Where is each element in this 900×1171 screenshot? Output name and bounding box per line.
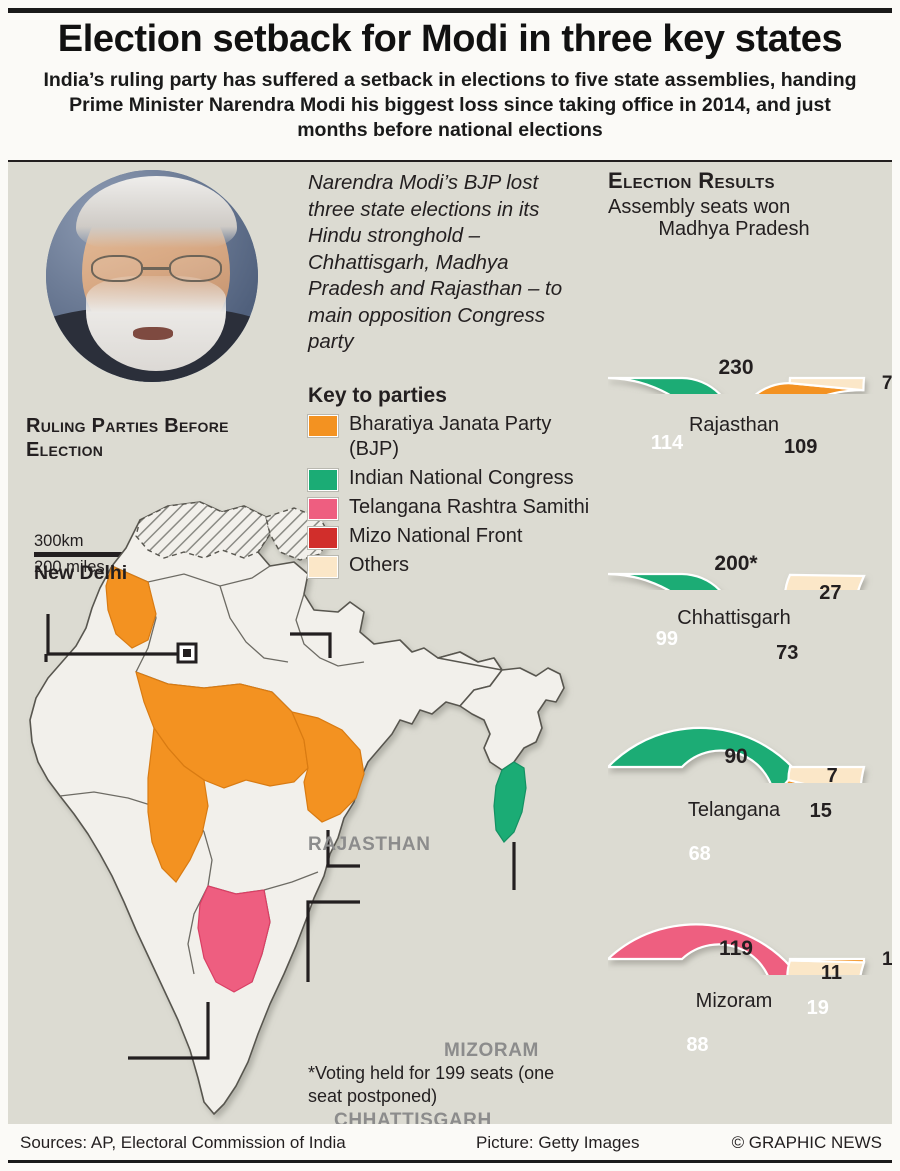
gauge-slice-congress bbox=[608, 726, 807, 783]
footer-picture-credit: Picture: Getty Images bbox=[476, 1133, 640, 1152]
glasses-icon bbox=[90, 254, 222, 283]
gauge-slice-bjp bbox=[754, 382, 864, 394]
gauge-svg bbox=[608, 1016, 876, 1126]
gauge-slice-label-others: 11 bbox=[820, 961, 843, 984]
gauge-slice-label-bjp: 73 bbox=[776, 642, 799, 665]
gauge-total-label: 200* bbox=[714, 552, 758, 575]
map-label-new-delhi: New Delhi bbox=[34, 562, 128, 584]
footer-bar: Sources: AP, Electoral Commission of Ind… bbox=[8, 1124, 892, 1162]
legend-swatch-trs bbox=[308, 498, 338, 520]
results-subtitle: Assembly seats won bbox=[608, 196, 791, 218]
bottom-rule bbox=[8, 1160, 892, 1163]
scale-bar-line bbox=[34, 552, 142, 557]
gauge-slice-label-bjp: 1 bbox=[881, 948, 892, 970]
page-subtitle: India’s ruling party has suffered a setb… bbox=[43, 69, 857, 141]
map-label-chhattisgarh: CHHATTISGARH bbox=[334, 1110, 492, 1126]
gauge-slice-label-congress: 114 bbox=[650, 432, 684, 455]
content-panel: Ruling Parties Before Election 300km 200… bbox=[8, 160, 892, 1126]
india-map: New Delhi RAJASTHAN MIZORAM CHHATTISGARH… bbox=[8, 462, 598, 1126]
intro-text: Narendra Modi’s BJP lost three state ele… bbox=[308, 171, 563, 353]
legend-swatch-congress bbox=[308, 469, 338, 491]
gauge-slice-trs bbox=[608, 923, 799, 975]
gauge-state-name: Mizoram bbox=[695, 990, 773, 1012]
legend-swatch-others bbox=[308, 556, 338, 578]
legend-label-bjp: Bharatiya Janata Party (BJP) bbox=[349, 413, 552, 460]
map-label-rajasthan: RAJASTHAN bbox=[308, 834, 431, 855]
gauge-svg bbox=[608, 726, 866, 783]
top-rule bbox=[8, 8, 892, 13]
gauge-slice-others bbox=[787, 765, 866, 783]
scale-miles-label: 200 miles bbox=[34, 558, 105, 576]
legend-item-trs: Telangana Rashtra Samithi bbox=[308, 495, 593, 520]
page-title: Election setback for Modi in three key s… bbox=[57, 18, 843, 60]
gauge-slice-label-bjp: 109 bbox=[784, 436, 818, 459]
footer-sources: Sources: AP, Electoral Commission of Ind… bbox=[20, 1133, 346, 1152]
legend-title: Key to parties bbox=[308, 384, 447, 407]
gauge-total-label: 230 bbox=[718, 356, 754, 379]
gauge-slice-label-others: 7 bbox=[826, 764, 838, 787]
gauge-slice-bjp bbox=[788, 957, 866, 964]
legend-label-trs: Telangana Rashtra Samithi bbox=[349, 496, 590, 518]
new-delhi-marker bbox=[176, 642, 198, 664]
gauge-svg bbox=[608, 923, 866, 975]
gauge-total-label: 90 bbox=[724, 745, 748, 768]
gauge-slice-label-congress: 99 bbox=[655, 627, 679, 650]
gauge-slice-label-others: 7 bbox=[881, 372, 892, 394]
results-title: Election Results bbox=[608, 168, 775, 193]
legend-item-others: Others bbox=[308, 553, 593, 578]
gauge-slice-label-others: 27 bbox=[819, 581, 842, 604]
map-states-bjp bbox=[105, 565, 365, 883]
map-leader-lines bbox=[44, 614, 516, 1060]
gauge-slice-label-congress: 68 bbox=[688, 842, 711, 865]
gauge-slice-others bbox=[784, 573, 866, 590]
gauge-total-label: 119 bbox=[719, 937, 753, 960]
map-state-telangana bbox=[197, 885, 271, 993]
legend-swatch-bjp bbox=[308, 415, 338, 437]
legend-swatch-mnf bbox=[308, 527, 338, 549]
scale-km-label: 300km bbox=[34, 532, 84, 550]
gauge-state-name: Madhya Pradesh bbox=[658, 218, 810, 240]
gauge-slice-label-congress: 19 bbox=[806, 997, 829, 1020]
legend-item-mnf: Mizo National Front bbox=[308, 524, 593, 549]
gauge-svg bbox=[608, 572, 866, 590]
gauge-slice-others bbox=[788, 376, 866, 392]
legend-item-bjp: Bharatiya Janata Party (BJP) bbox=[308, 412, 593, 462]
footer-copyright: © GRAPHIC NEWS bbox=[731, 1133, 882, 1152]
voting-footnote: *Voting held for 199 seats (one seat pos… bbox=[308, 1063, 555, 1106]
legend-item-congress: Indian National Congress bbox=[308, 466, 593, 491]
gauge-state-name: Rajasthan bbox=[688, 414, 780, 436]
legend-label-mnf: Mizo National Front bbox=[349, 525, 523, 547]
gauge-slice-label-bjp: 15 bbox=[809, 799, 832, 822]
modi-portrait-photo bbox=[46, 170, 258, 382]
legend-label-congress: Indian National Congress bbox=[349, 467, 574, 489]
map-state-mizoram bbox=[493, 761, 527, 843]
gauge-state-name: Chhattisgarh bbox=[677, 607, 791, 629]
map-scale-bar: 300km 200 miles bbox=[34, 532, 164, 577]
gauge-state-name: Telangana bbox=[687, 799, 781, 821]
gauge-slice-label-trs: 88 bbox=[686, 1033, 709, 1056]
map-heading: Ruling Parties Before Election bbox=[26, 415, 229, 461]
gauge-svg bbox=[608, 376, 866, 394]
party-legend: Bharatiya Janata Party (BJP) Indian Nati… bbox=[308, 412, 593, 582]
gauge-slice-congress bbox=[608, 572, 722, 590]
map-label-mizoram: MIZORAM bbox=[444, 1040, 539, 1061]
india-map-svg bbox=[29, 501, 565, 1115]
gauge-slice-congress bbox=[608, 376, 722, 394]
legend-label-others: Others bbox=[349, 554, 410, 576]
